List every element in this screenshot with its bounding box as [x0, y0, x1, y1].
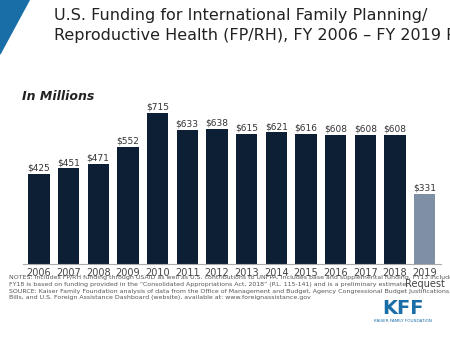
Text: In Millions: In Millions [22, 90, 95, 102]
Bar [355, 135, 376, 264]
Text: U.S. Funding for International Family Planning/
Reproductive Health (FP/RH), FY : U.S. Funding for International Family Pl… [54, 8, 450, 43]
Text: $638: $638 [205, 119, 229, 128]
Text: $616: $616 [294, 123, 317, 132]
Text: $621: $621 [265, 122, 288, 131]
Bar [266, 132, 287, 264]
Bar [58, 168, 79, 264]
Text: KFF: KFF [382, 299, 423, 318]
Text: $633: $633 [176, 120, 199, 129]
Text: $608: $608 [324, 125, 347, 134]
Text: $608: $608 [354, 125, 377, 134]
Text: KAISER FAMILY FOUNDATION: KAISER FAMILY FOUNDATION [374, 319, 432, 323]
Text: $425: $425 [27, 164, 50, 173]
Bar [414, 194, 435, 264]
Text: $552: $552 [117, 137, 140, 146]
Bar [384, 135, 406, 264]
Bar [206, 129, 228, 264]
Text: $471: $471 [87, 154, 110, 163]
Bar [147, 113, 168, 264]
Bar [117, 147, 139, 264]
Bar [87, 164, 109, 264]
Text: $331: $331 [413, 184, 436, 192]
Bar [236, 134, 257, 264]
Text: $615: $615 [235, 123, 258, 132]
Text: $608: $608 [383, 125, 406, 134]
Bar [325, 135, 346, 264]
Bar [295, 134, 317, 264]
Text: $715: $715 [146, 102, 169, 111]
Text: NOTES: Includes FP/RH funding through USAID as well as U.S. contributions to UNF: NOTES: Includes FP/RH funding through US… [9, 275, 450, 300]
Bar [176, 130, 198, 264]
Text: $451: $451 [57, 158, 80, 167]
Bar [28, 174, 50, 264]
